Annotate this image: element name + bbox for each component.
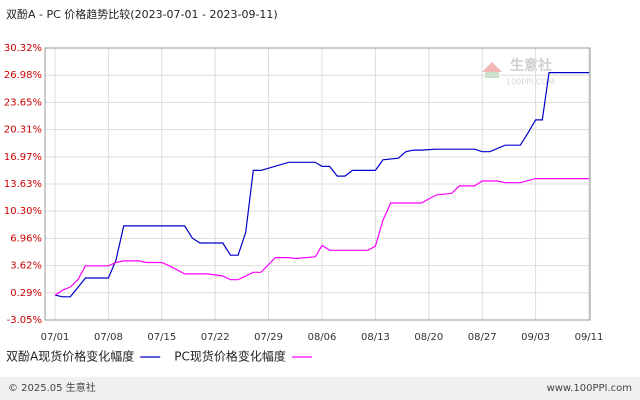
watermark-icon	[482, 62, 502, 72]
footer-right: www.100PPI.com	[547, 383, 632, 394]
y-tick-label: 20.31%	[4, 125, 42, 136]
legend-label: 双酚A现货价格变化幅度	[6, 349, 134, 364]
x-tick-label: 07/01	[41, 332, 70, 343]
chart-title: 双酚A - PC 价格趋势比较(2023-07-01 - 2023-09-11)	[6, 7, 278, 21]
series-line	[54, 72, 589, 298]
footer-left: © 2025.05 生意社	[8, 381, 96, 394]
y-tick-label: 23.65%	[4, 97, 42, 108]
x-tick-label: 08/27	[468, 332, 497, 343]
y-tick-label: 0.29%	[10, 288, 42, 299]
legend-label: PC现货价格变化幅度	[174, 349, 286, 364]
y-tick-label: 6.96%	[10, 233, 42, 244]
y-tick-label: 26.98%	[4, 70, 42, 81]
series-line	[54, 178, 589, 296]
x-tick-label: 07/08	[94, 332, 123, 343]
y-tick-label: 3.62%	[10, 261, 42, 272]
footer-band	[0, 377, 640, 400]
x-tick-label: 07/22	[201, 332, 230, 343]
watermark-text: 100PPI.COM	[506, 78, 555, 87]
x-tick-label: 09/11	[575, 332, 604, 343]
y-tick-label: 16.97%	[4, 152, 42, 163]
plot-frame	[44, 47, 591, 321]
x-tick-label: 09/03	[521, 332, 550, 343]
x-tick-label: 08/13	[361, 332, 390, 343]
y-tick-label: 10.30%	[4, 206, 42, 217]
x-tick-label: 07/15	[147, 332, 176, 343]
x-tick-label: 08/06	[308, 332, 337, 343]
x-tick-label: 07/29	[254, 332, 283, 343]
y-tick-label: 13.63%	[4, 179, 42, 190]
watermark-text: 生意社	[510, 57, 552, 74]
x-tick-label: 08/20	[414, 332, 443, 343]
y-tick-label: 30.32%	[4, 43, 42, 54]
y-tick-label: -3.05%	[7, 315, 42, 326]
